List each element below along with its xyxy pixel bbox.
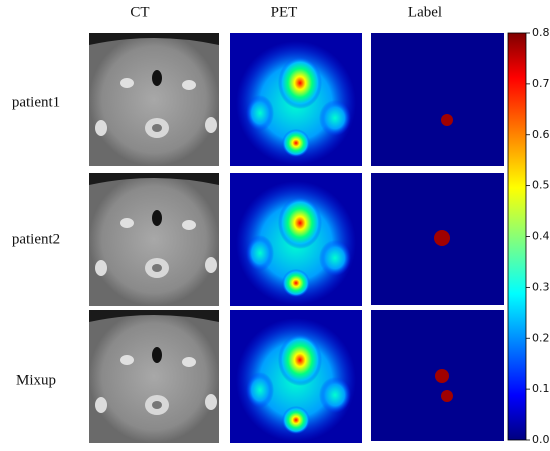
- row-label: patient1: [12, 94, 60, 110]
- colorbar-ticks: 0.0 0.1 0.2 0.3 0.4 0.5 0.6 0.7 0.8: [526, 26, 550, 446]
- colorbar-tick-label: 0.2: [532, 331, 550, 344]
- label-image: [371, 33, 504, 166]
- row-label: Mixup: [16, 372, 56, 388]
- lesion: [435, 369, 449, 383]
- colorbar-tick-label: 0.8: [532, 26, 550, 39]
- pet-image: [230, 310, 362, 443]
- column-title: Label: [408, 4, 442, 20]
- ct-image: [89, 173, 219, 306]
- pet-image: [230, 173, 362, 306]
- colorbar-tick-label: 0.4: [532, 230, 550, 243]
- lesion: [441, 390, 453, 402]
- colorbar-tick-label: 0.0: [532, 433, 550, 446]
- column-title: CT: [130, 4, 149, 20]
- row-label: patient2: [12, 231, 60, 247]
- colorbar-tick-label: 0.1: [532, 382, 550, 395]
- column-title: PET: [271, 4, 298, 20]
- colorbar: [507, 32, 527, 441]
- ct-image: [89, 33, 219, 166]
- lesion: [441, 114, 453, 126]
- ct-image: [89, 310, 219, 443]
- colorbar-tick-label: 0.3: [532, 280, 550, 293]
- colorbar-tick-label: 0.6: [532, 128, 550, 141]
- pet-image: [230, 33, 362, 166]
- colorbar-tick-label: 0.7: [532, 77, 550, 90]
- colorbar-tick-label: 0.5: [532, 179, 550, 192]
- lesion: [434, 230, 450, 246]
